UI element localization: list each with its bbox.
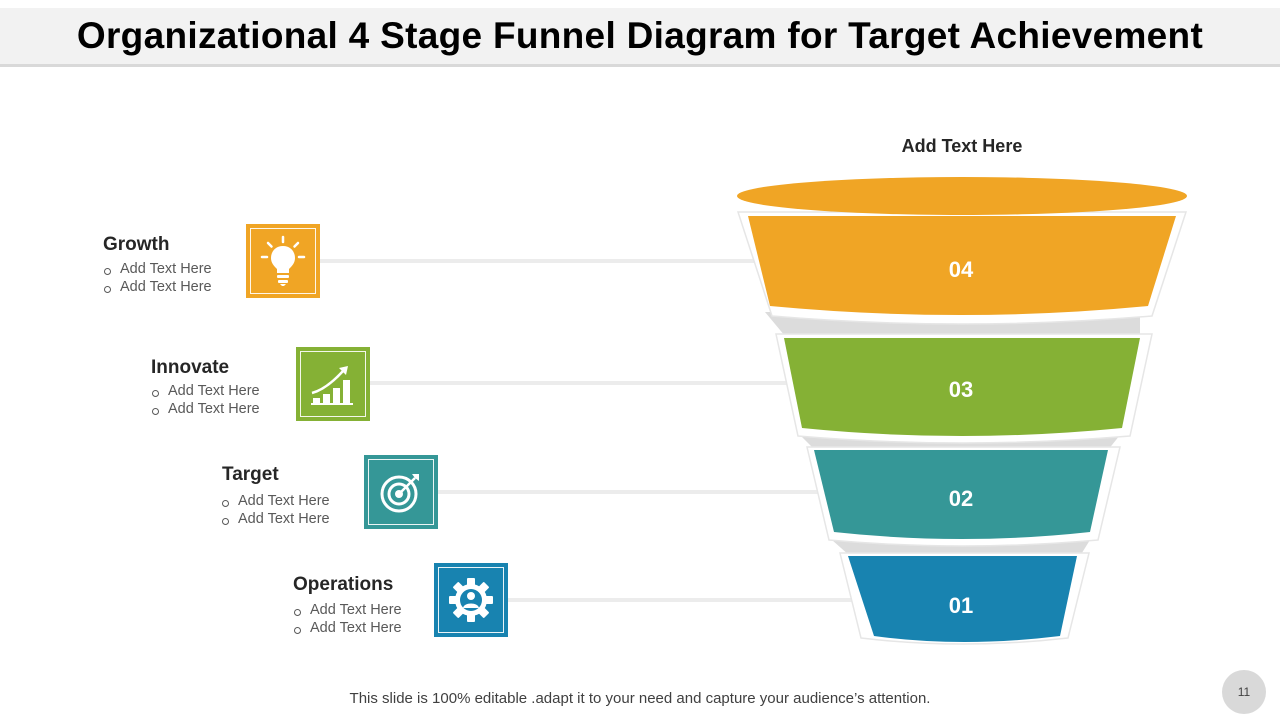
bullet-operations-1: Add Text Here <box>294 602 402 618</box>
funnel-stage-01 <box>848 556 1077 642</box>
bullet-marker <box>152 407 159 415</box>
bullet-marker <box>152 389 159 397</box>
bullet-marker <box>104 267 111 275</box>
funnel-number-02: 02 <box>949 486 973 511</box>
gear-icon <box>449 578 493 622</box>
funnel-top-ellipse <box>737 177 1187 215</box>
bullet-text: Add Text Here <box>168 383 260 399</box>
connector-growth <box>320 259 760 263</box>
bullet-text: Add Text Here <box>238 493 330 509</box>
icon-box-innovate <box>296 347 370 421</box>
bullet-target-1: Add Text Here <box>222 493 330 509</box>
funnel-number-01: 01 <box>949 593 973 618</box>
stage-label-innovate: Innovate <box>151 357 230 378</box>
bullet-marker <box>222 517 229 525</box>
funnel-number-04: 04 <box>949 257 974 282</box>
bullet-operations-2: Add Text Here <box>294 620 402 636</box>
stage-label-operations: Operations <box>293 574 394 595</box>
connector-innovate <box>370 381 790 385</box>
icon-box-growth <box>246 224 320 298</box>
bullet-text: Add Text Here <box>310 602 402 618</box>
funnel-stage-04 <box>748 216 1176 315</box>
bullet-marker <box>294 608 301 616</box>
funnel-stage-03 <box>784 338 1140 436</box>
bullet-target-2: Add Text Here <box>222 511 330 527</box>
stage-label-growth: Growth <box>103 234 170 255</box>
bullet-text: Add Text Here <box>120 279 212 295</box>
lightbulb-icon <box>260 235 306 286</box>
funnel-stage-02 <box>814 450 1108 539</box>
growth-chart-icon <box>311 366 353 405</box>
bullet-text: Add Text Here <box>310 620 402 636</box>
bullet-text: Add Text Here <box>120 261 212 277</box>
stage-label-target: Target <box>222 464 279 485</box>
slide-title: Organizational 4 Stage Funnel Diagram fo… <box>76 15 1204 56</box>
bullet-marker <box>222 499 229 507</box>
bullet-marker <box>294 626 301 634</box>
page-number-badge: 11 <box>1222 670 1266 714</box>
bullet-growth-2: Add Text Here <box>104 279 212 295</box>
footer-note: This slide is 100% editable .adapt it to… <box>349 690 931 707</box>
page-number: 11 <box>1237 685 1251 699</box>
bullet-text: Add Text Here <box>168 401 260 417</box>
icon-box-target <box>364 455 438 529</box>
title-bar: Organizational 4 Stage Funnel Diagram fo… <box>0 8 1280 67</box>
icon-box-operations <box>434 563 508 637</box>
connector-operations <box>508 598 853 602</box>
bullet-growth-1: Add Text Here <box>104 261 212 277</box>
bullet-text: Add Text Here <box>238 511 330 527</box>
connector-target <box>438 490 818 494</box>
target-icon <box>380 474 419 513</box>
funnel-number-03: 03 <box>949 377 973 402</box>
bullet-innovate-2: Add Text Here <box>152 401 260 417</box>
bullet-innovate-1: Add Text Here <box>152 383 260 399</box>
bullet-marker <box>104 285 111 293</box>
funnel-top-label: Add Text Here <box>901 136 1023 156</box>
